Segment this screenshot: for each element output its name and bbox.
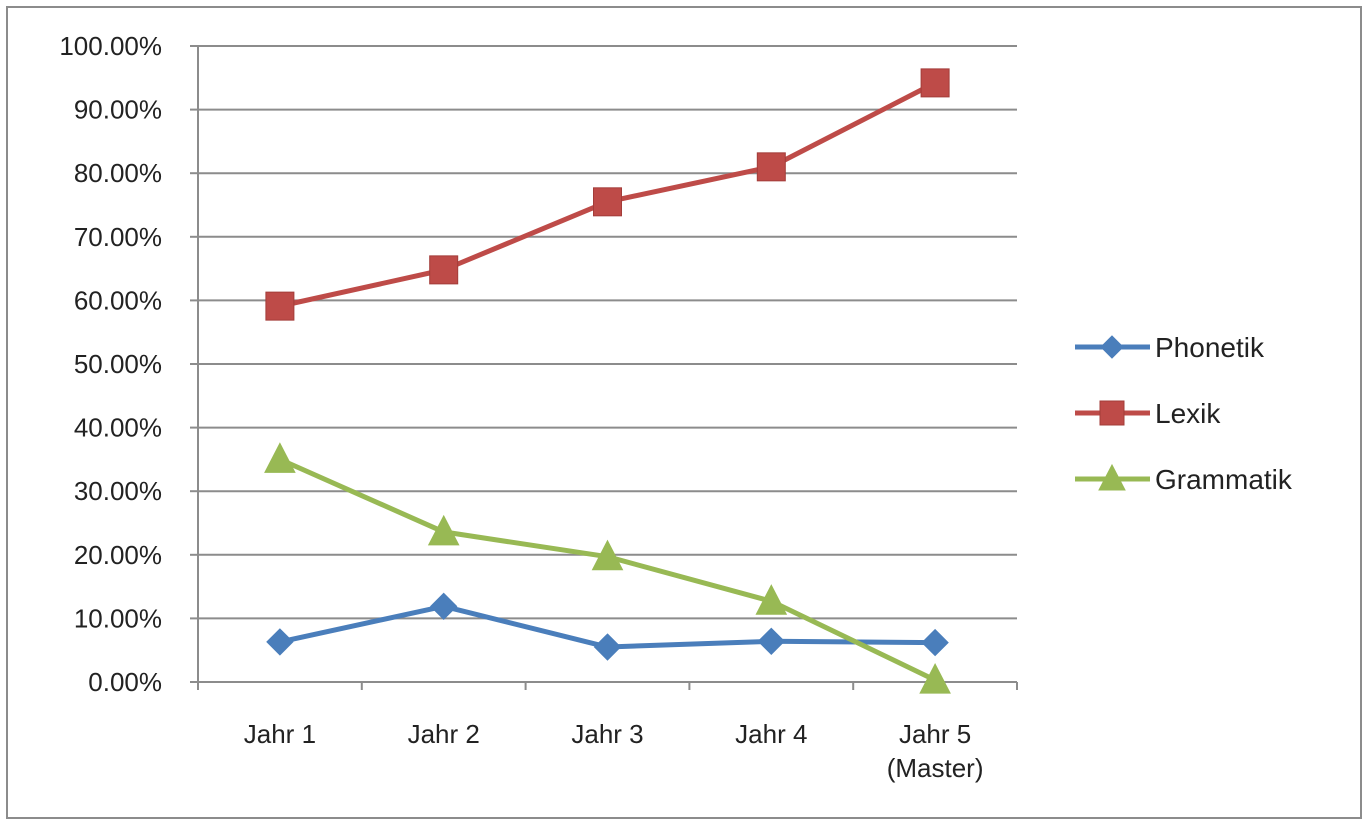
data-point-phonetik — [921, 628, 949, 657]
x-tick-label: Jahr 2 — [408, 719, 480, 749]
y-tick-label: 70.00% — [74, 222, 162, 252]
x-tick-label: Jahr 4 — [735, 719, 807, 749]
y-tick-label: 40.00% — [74, 413, 162, 443]
data-point-grammatik — [919, 663, 951, 694]
y-tick-label: 100.00% — [59, 31, 162, 61]
data-point-grammatik — [755, 584, 788, 615]
legend-marker-phonetik — [1100, 335, 1124, 359]
data-point-lexik — [429, 255, 459, 285]
legend-marker-lexik — [1099, 400, 1125, 426]
legend-label-phonetik: Phonetik — [1155, 332, 1265, 363]
y-tick-label: 90.00% — [74, 95, 162, 125]
legend-label-lexik: Lexik — [1155, 398, 1221, 429]
x-tick-label: Jahr 1 — [244, 719, 316, 749]
chart-frame — [6, 6, 1362, 819]
y-tick-label: 50.00% — [74, 349, 162, 379]
data-point-lexik — [593, 187, 622, 217]
legend-marker-grammatik — [1098, 463, 1126, 491]
data-point-phonetik — [266, 628, 294, 656]
data-point-lexik — [920, 68, 950, 98]
y-tick-label: 20.00% — [74, 540, 162, 570]
data-point-phonetik — [429, 592, 458, 621]
y-tick-label: 10.00% — [74, 603, 162, 633]
legend-label-grammatik: Grammatik — [1155, 464, 1293, 495]
data-point-grammatik — [264, 442, 296, 473]
y-tick-label: 80.00% — [74, 158, 162, 188]
x-tick-label: Jahr 5 — [899, 719, 971, 749]
data-point-lexik — [265, 291, 295, 321]
data-point-lexik — [756, 152, 786, 182]
x-tick-label: (Master) — [887, 753, 984, 783]
y-tick-label: 60.00% — [74, 285, 162, 315]
data-point-grammatik — [427, 514, 460, 546]
data-point-grammatik — [591, 539, 624, 571]
data-point-phonetik — [593, 633, 622, 661]
data-point-phonetik — [757, 627, 786, 656]
x-tick-label: Jahr 3 — [571, 719, 643, 749]
y-tick-label: 30.00% — [74, 476, 162, 506]
y-tick-label: 0.00% — [88, 667, 162, 697]
